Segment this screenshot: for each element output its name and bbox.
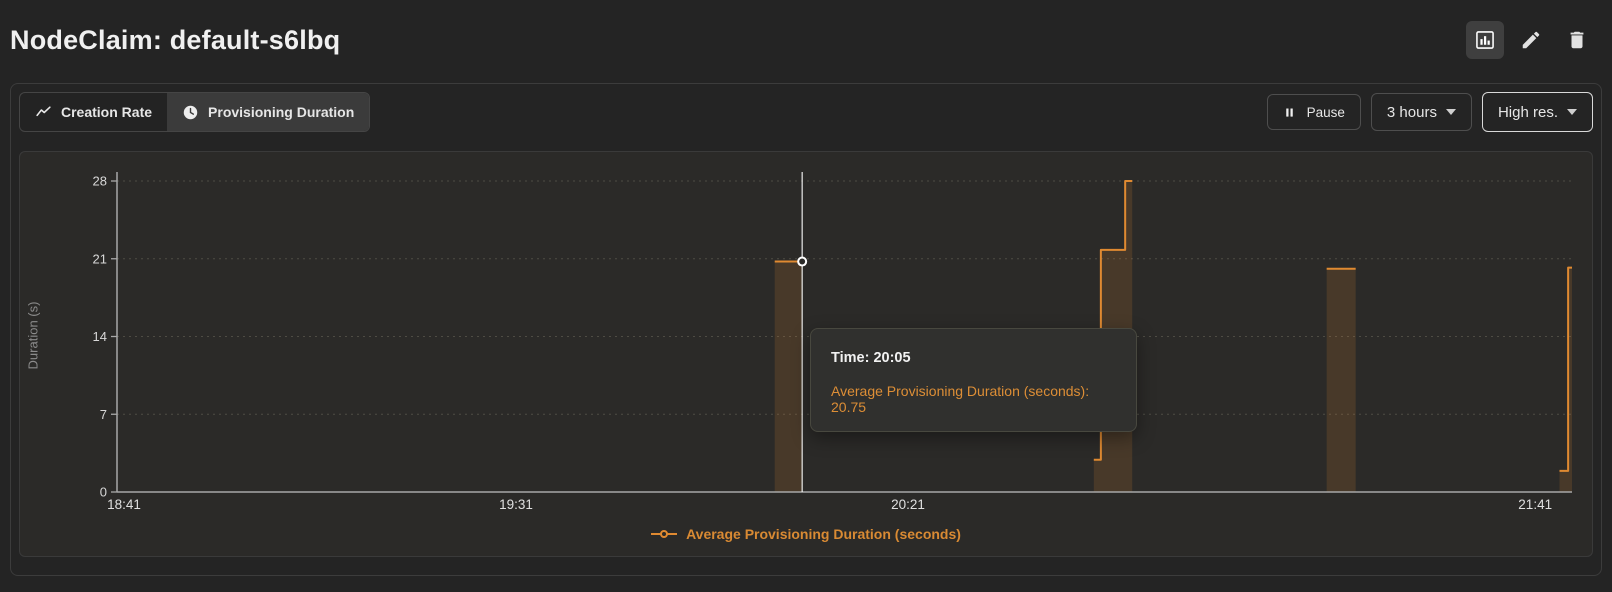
- tooltip-value: Average Provisioning Duration (seconds):…: [831, 383, 1090, 415]
- series-step-line: [1559, 266, 1572, 472]
- delete-button[interactable]: [1558, 21, 1596, 59]
- legend-item[interactable]: Average Provisioning Duration (seconds): [20, 526, 1592, 542]
- time-range-dropdown[interactable]: 3 hours: [1370, 93, 1472, 131]
- tab-label: Creation Rate: [61, 104, 153, 120]
- chart-view-button[interactable]: [1466, 21, 1504, 59]
- nodeclaim-panel: Creation Rate Provisioning Duration: [10, 83, 1602, 576]
- trash-icon: [1570, 31, 1584, 49]
- y-tick-label: 21: [93, 251, 107, 266]
- y-tick-label: 14: [93, 329, 107, 344]
- series-step-line: [1093, 180, 1133, 461]
- chart-tooltip: Time: 20:05 Average Provisioning Duratio…: [810, 328, 1137, 432]
- x-tick-label: 19:31: [499, 497, 533, 512]
- metric-tab-group: Creation Rate Provisioning Duration: [19, 92, 371, 132]
- x-tick-label: 21:41: [1518, 497, 1552, 512]
- y-tick-label: 28: [93, 174, 107, 189]
- resolution-dropdown[interactable]: High res.: [1481, 92, 1593, 132]
- x-tick-label: 20:21: [891, 497, 925, 512]
- pause-label: Pause: [1306, 104, 1345, 120]
- pause-icon: [1285, 107, 1293, 117]
- chart-toolbar: Creation Rate Provisioning Duration: [19, 92, 1593, 132]
- series-area: [1559, 267, 1572, 492]
- series-area: [1326, 268, 1356, 492]
- header-actions: [1466, 21, 1596, 59]
- resolution-value: High res.: [1497, 103, 1558, 121]
- legend-marker-icon: [651, 530, 678, 538]
- pause-button[interactable]: Pause: [1266, 94, 1361, 130]
- bar-chart-icon: [1476, 31, 1494, 49]
- tab-label: Provisioning Duration: [208, 104, 355, 120]
- y-tick-label: 7: [100, 407, 107, 422]
- edit-button[interactable]: [1512, 21, 1550, 59]
- clock-icon: [183, 105, 198, 119]
- page-header: NodeClaim: default-s6lbq: [0, 0, 1612, 70]
- trend-line-icon: [36, 105, 51, 116]
- series-area: [774, 261, 803, 492]
- time-range-value: 3 hours: [1386, 103, 1437, 121]
- chevron-down-icon: [1567, 109, 1577, 115]
- pencil-icon: [1522, 31, 1540, 49]
- chart-area: 0 7 14 21 28 18:41 19:31 20:21 21:41 Duration (s…: [19, 151, 1593, 557]
- tab-provisioning-duration[interactable]: Provisioning Duration: [167, 93, 370, 131]
- y-tick-label: 0: [100, 485, 107, 500]
- page-title: NodeClaim: default-s6lbq: [10, 24, 341, 55]
- toolbar-controls: Pause 3 hours High res.: [1266, 92, 1593, 132]
- x-tick-label: 18:41: [107, 497, 141, 512]
- tab-creation-rate[interactable]: Creation Rate: [20, 93, 167, 131]
- tooltip-time: Time: 20:05: [831, 350, 911, 366]
- provisioning-duration-chart[interactable]: 0 7 14 21 28 18:41 19:31 20:21 21:41: [20, 152, 1592, 556]
- hover-point-marker: [797, 256, 808, 267]
- axes: 0 7 14 21 28 18:41 19:31 20:21 21:41: [93, 172, 1572, 512]
- chevron-down-icon: [1445, 109, 1456, 115]
- legend-label: Average Provisioning Duration (seconds): [686, 526, 961, 542]
